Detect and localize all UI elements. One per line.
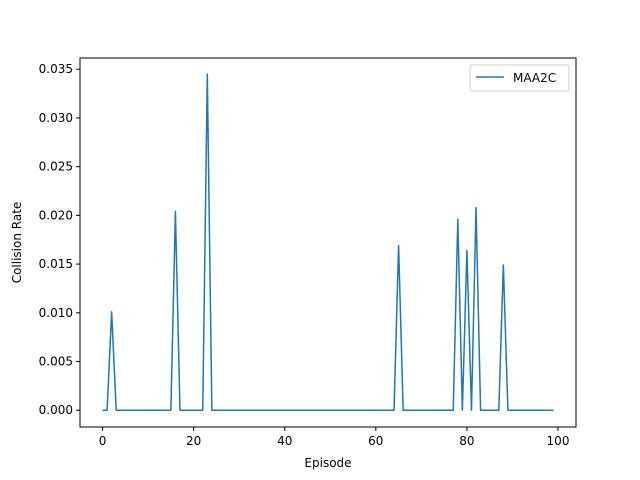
plot-frame [79, 57, 577, 428]
x-tick-label: 20 [186, 434, 201, 448]
series-line-maa2c [102, 73, 554, 411]
y-tick-label: 0.005 [39, 355, 73, 369]
x-axis-label: Episode [304, 456, 351, 470]
y-tick-label: 0.010 [39, 306, 73, 320]
y-axis-label: Collision Rate [10, 202, 24, 284]
x-tick-label: 60 [368, 434, 383, 448]
y-tick-label: 0.000 [39, 403, 73, 417]
x-axis-ticks: 0 20 40 60 80 100 [99, 427, 570, 448]
series-layer [102, 73, 554, 411]
legend: MAA2C [469, 64, 570, 92]
y-tick-label: 0.015 [39, 257, 73, 271]
y-axis-ticks: 0.000 0.005 0.010 0.015 0.020 0.025 0.030 0.035 [39, 62, 80, 417]
x-tick-label: 40 [277, 434, 292, 448]
x-tick-label: 80 [459, 434, 474, 448]
legend-label-maa2c: MAA2C [513, 71, 556, 85]
y-tick-label: 0.035 [39, 62, 73, 76]
x-tick-label: 0 [99, 434, 107, 448]
y-tick-label: 0.030 [39, 111, 73, 125]
x-tick-label: 100 [547, 434, 570, 448]
y-tick-label: 0.020 [39, 208, 73, 222]
y-tick-label: 0.025 [39, 160, 73, 174]
legend-box [469, 64, 570, 92]
